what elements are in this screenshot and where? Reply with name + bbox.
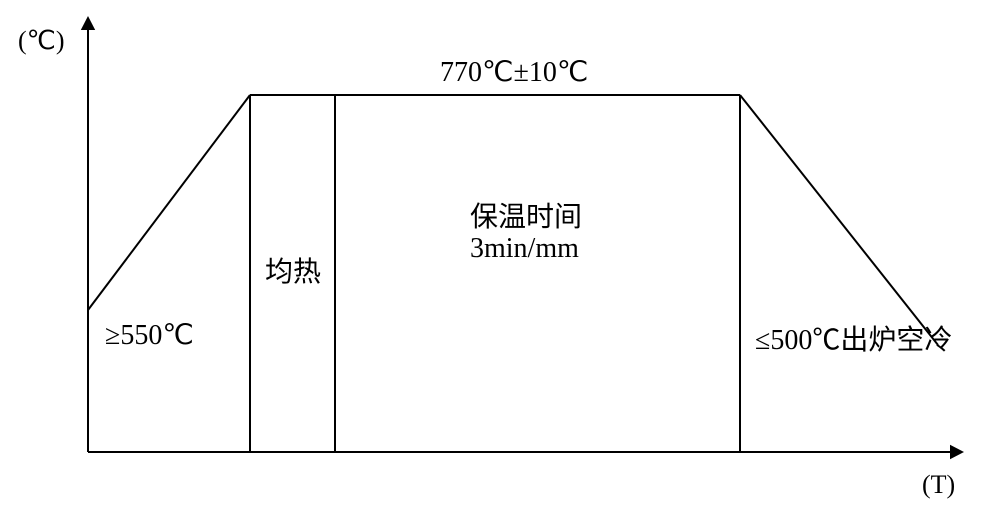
hold-line1-label: 保温时间 xyxy=(470,195,582,235)
y-axis-label: (℃) xyxy=(18,26,65,56)
end-temp-label: ≤500℃出炉空冷 xyxy=(755,318,952,358)
x-axis-label: (T) xyxy=(922,470,955,500)
top-temp-label: 770℃±10℃ xyxy=(440,55,588,89)
hold-line2-label: 3min/mm xyxy=(470,233,579,265)
start-temp-label: ≥550℃ xyxy=(105,318,194,352)
soak-label: 均热 xyxy=(265,250,321,290)
